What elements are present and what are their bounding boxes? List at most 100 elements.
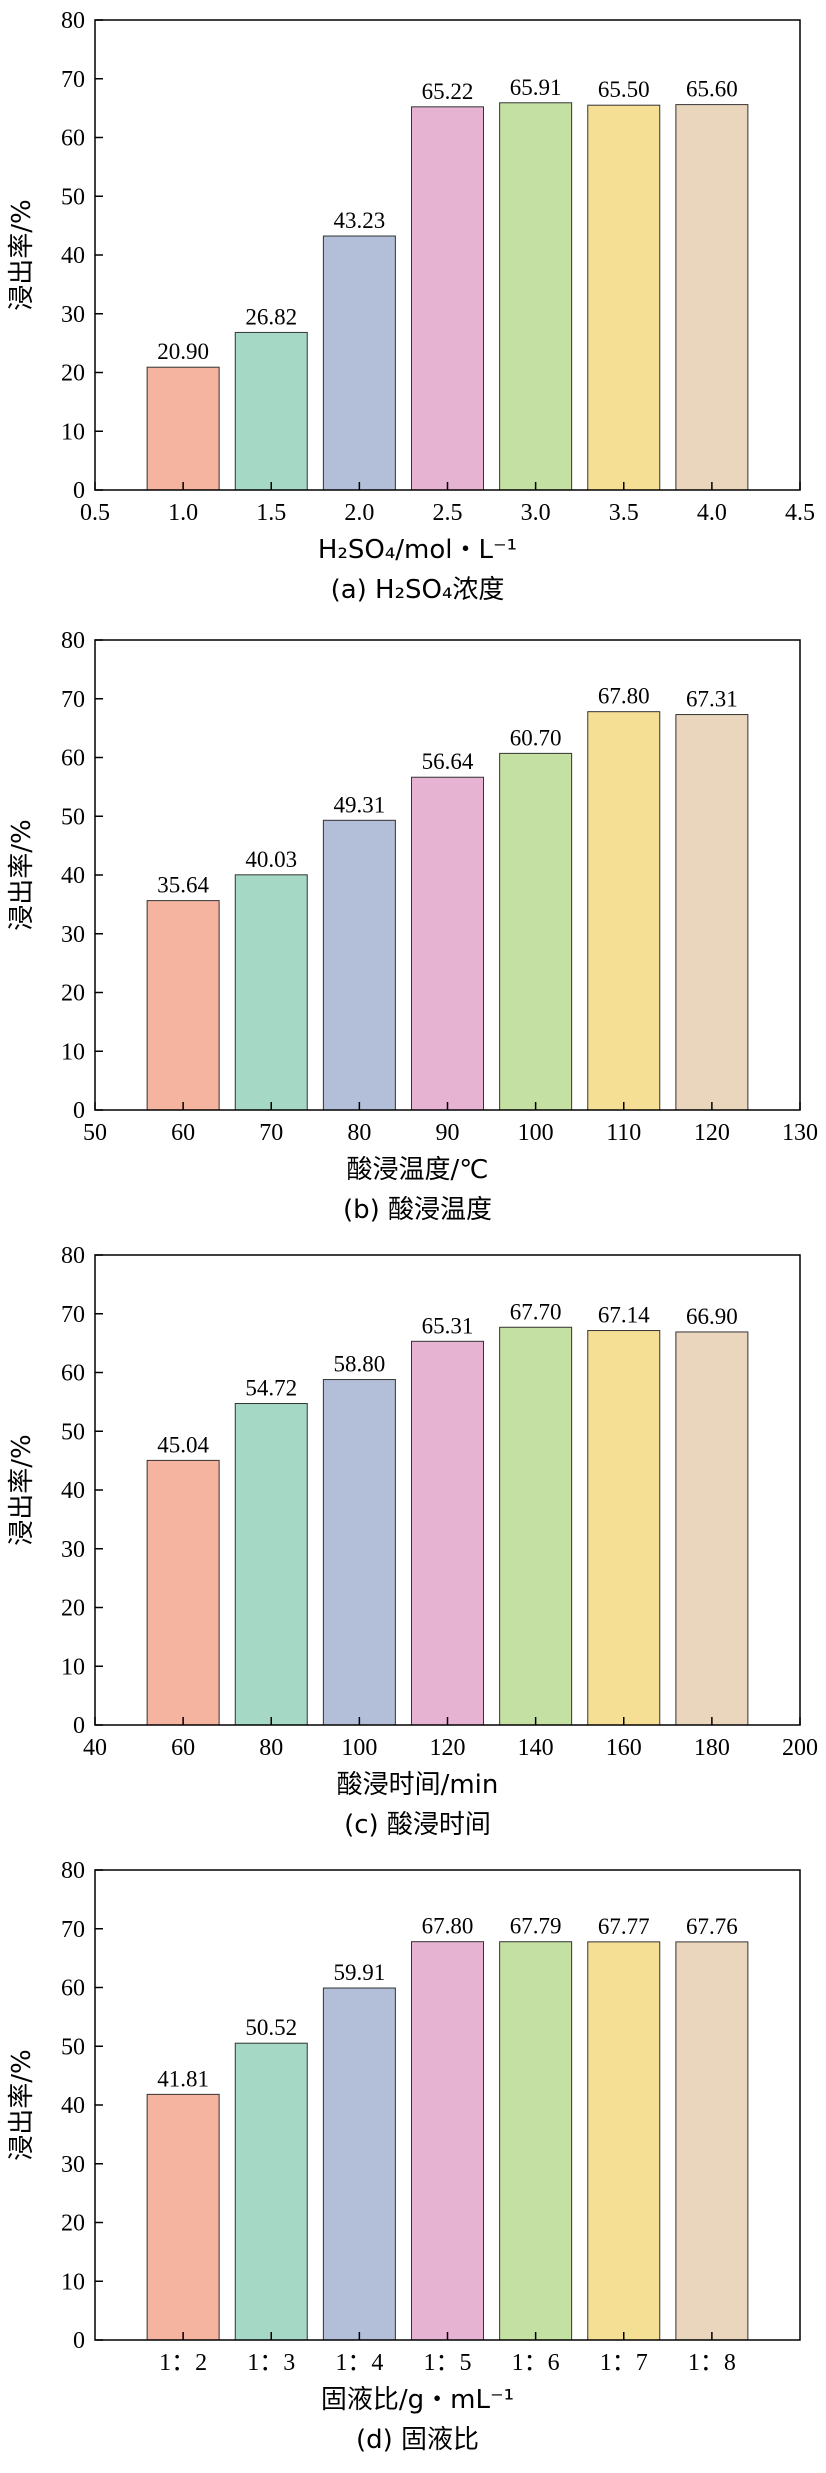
y-tick-label: 10 [61,2269,85,2295]
y-tick-label: 80 [61,628,85,654]
x-tick-label: 60 [171,1120,195,1146]
y-tick-label: 50 [61,2034,85,2060]
bar-value-label: 50.52 [245,2015,297,2040]
bar-value-label: 65.60 [686,77,738,102]
y-axis-label: 浸出率/% [7,1434,37,1545]
y-tick-label: 10 [61,1039,85,1065]
bar [322,819,396,1111]
y-tick-label: 80 [61,8,85,34]
x-tick-label: 90 [436,1120,460,1146]
bar-value-label: 35.64 [157,873,209,898]
bar [322,1379,396,1726]
y-tick-label: 40 [61,863,85,889]
x-tick-label: 4.5 [785,500,815,526]
x-axis-label: 固液比/g・mL⁻¹ [321,2385,514,2415]
bar [675,714,749,1111]
x-tick-label: 100 [518,1120,554,1146]
bar [411,1941,484,2341]
x-tick-label: 110 [606,1120,641,1146]
bar [587,1941,661,2341]
bar-value-label: 20.90 [157,339,209,364]
x-tick-label: 160 [606,1735,642,1761]
x-tick-label: 120 [694,1120,730,1146]
y-tick-label: 0 [73,1098,85,1124]
y-tick-label: 0 [73,2328,85,2354]
bar [675,104,749,491]
x-tick-label: 100 [341,1735,377,1761]
y-tick-label: 0 [73,478,85,504]
y-tick-label: 10 [61,1654,85,1680]
y-tick-label: 50 [61,804,85,830]
x-tick-label: 130 [782,1120,818,1146]
y-tick-label: 70 [61,1302,85,1328]
bar [322,1987,396,2341]
y-tick-label: 60 [61,746,85,772]
chart-panel-c: 45.04 54.72 58.80 65.31 67.70 67.14 66.90 0 10 20… [7,1243,818,1840]
x-tick-label: 40 [83,1735,107,1761]
chart-panel-d: 41.81 50.52 59.91 67.80 67.79 67.77 67.76 0 10 20… [7,1858,801,2455]
x-tick-label: 1：2 [159,2350,207,2376]
y-tick-label: 20 [61,361,85,387]
bar [411,776,484,1111]
bar [675,1941,749,2341]
y-tick-label: 10 [61,419,85,445]
bar-value-label: 54.72 [245,1376,297,1401]
x-tick-label: 200 [782,1735,818,1761]
x-tick-label: 3.0 [521,500,551,526]
y-tick-label: 60 [61,126,85,152]
x-tick-label: 1.0 [168,500,198,526]
bar [499,1941,573,2341]
x-tick-label: 2.0 [344,500,374,526]
bar [587,1330,661,1726]
y-tick-label: 40 [61,2093,85,2119]
bar-value-label: 65.31 [422,1313,474,1338]
x-tick-label: 50 [83,1120,107,1146]
x-tick-label: 4.0 [697,500,727,526]
x-tick-label: 2.5 [433,500,463,526]
y-tick-label: 50 [61,1419,85,1445]
x-tick-label: 1：8 [688,2350,736,2376]
bar-value-label: 56.64 [422,749,474,774]
y-axis-label: 浸出率/% [7,2049,37,2160]
panel-caption: (a) H₂SO₄浓度 [331,575,505,605]
bar [234,331,308,491]
bar-value-label: 65.22 [422,79,474,104]
x-tick-label: 80 [347,1120,371,1146]
bar-value-label: 45.04 [157,1432,209,1457]
y-tick-label: 30 [61,2152,85,2178]
bar [146,1459,220,1726]
y-tick-label: 20 [61,1596,85,1622]
y-tick-label: 40 [61,243,85,269]
x-tick-label: 1：4 [335,2350,383,2376]
y-tick-label: 80 [61,1858,85,1884]
y-tick-label: 0 [73,1713,85,1739]
x-tick-label: 1：7 [600,2350,648,2376]
y-tick-label: 20 [61,2211,85,2237]
x-axis-label: 酸浸时间/min [337,1770,499,1800]
bar [146,366,220,491]
bar [411,106,484,491]
bar-value-label: 67.14 [598,1303,650,1328]
x-tick-label: 180 [694,1735,730,1761]
x-tick-label: 1：5 [424,2350,472,2376]
y-tick-label: 80 [61,1243,85,1269]
x-tick-label: 80 [259,1735,283,1761]
y-axis-label: 浸出率/% [7,199,37,310]
bar-value-label: 49.31 [334,792,386,817]
x-tick-label: 1：3 [247,2350,295,2376]
y-tick-label: 70 [61,687,85,713]
y-tick-label: 60 [61,1976,85,2002]
y-tick-label: 20 [61,981,85,1007]
x-tick-label: 140 [518,1735,554,1761]
chart-panel-b: 35.64 40.03 49.31 56.64 60.70 67.80 67.31 0 10 20… [7,628,818,1225]
bar-value-label: 41.81 [157,2066,209,2091]
bar [322,235,396,491]
y-tick-label: 60 [61,1361,85,1387]
y-tick-label: 30 [61,922,85,948]
bar-value-label: 66.90 [686,1304,738,1329]
bar [587,104,661,491]
bar-value-label: 65.91 [510,75,562,100]
bar [587,711,661,1111]
chart-panel-a: 20.90 26.82 43.23 65.22 65.91 65.50 65.60 0 10 20… [7,8,815,605]
